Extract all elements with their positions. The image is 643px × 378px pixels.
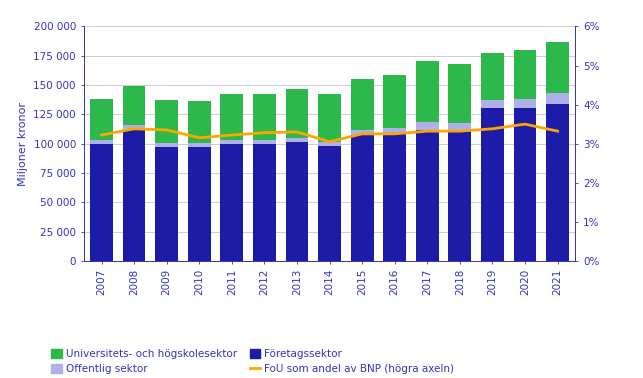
Bar [221,139,243,144]
Bar [123,130,145,261]
Bar [546,104,569,261]
Bar [90,139,113,144]
Bar [90,144,113,261]
Bar [514,99,536,108]
Bar [123,86,145,125]
Bar [383,75,406,128]
Bar [123,125,145,130]
Bar [155,100,178,143]
Bar [383,134,406,261]
Bar [350,130,374,135]
Bar [155,143,178,147]
Bar [318,146,341,261]
Bar [285,89,309,138]
Bar [350,135,374,261]
Bar [155,147,178,261]
Bar [221,144,243,261]
Bar [416,130,439,261]
Bar [188,147,211,261]
Bar [481,108,504,261]
Bar [221,94,243,139]
Bar [285,143,309,261]
Y-axis label: Miljoner kronor: Miljoner kronor [18,102,28,186]
Bar [188,101,211,143]
Legend: Universitets- och högskolesektor, Offentlig sektor, Företagssektor, FoU som ande: Universitets- och högskolesektor, Offent… [51,349,454,374]
Bar [448,122,471,130]
Bar [253,144,276,261]
Bar [253,139,276,144]
Bar [318,142,341,146]
Bar [481,53,504,100]
Bar [448,64,471,122]
Bar [546,93,569,104]
Bar [285,138,309,143]
Bar [514,108,536,261]
Bar [481,100,504,108]
Bar [383,128,406,134]
Bar [448,130,471,261]
Bar [416,61,439,122]
Bar [188,143,211,147]
Bar [90,99,113,139]
Bar [318,94,341,142]
Bar [514,50,536,99]
Bar [416,122,439,130]
Bar [546,42,569,93]
Bar [253,94,276,139]
Bar [350,79,374,130]
